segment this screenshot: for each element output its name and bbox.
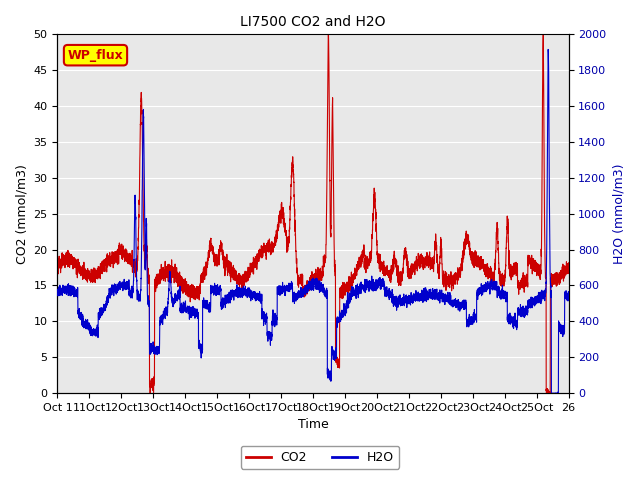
Text: WP_flux: WP_flux <box>68 48 124 62</box>
Y-axis label: H2O (mmol/m3): H2O (mmol/m3) <box>612 164 625 264</box>
Title: LI7500 CO2 and H2O: LI7500 CO2 and H2O <box>240 15 386 29</box>
Legend: CO2, H2O: CO2, H2O <box>241 446 399 469</box>
X-axis label: Time: Time <box>298 419 328 432</box>
Y-axis label: CO2 (mmol/m3): CO2 (mmol/m3) <box>15 164 28 264</box>
